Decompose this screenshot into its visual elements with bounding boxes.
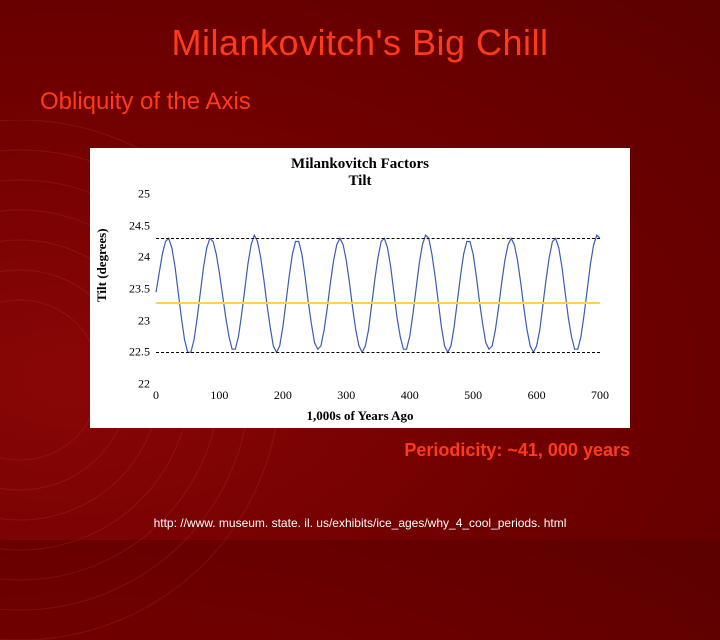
chart-reference-line xyxy=(156,238,600,239)
chart-xtick: 100 xyxy=(210,388,228,403)
chart-title-line2: Tilt xyxy=(348,173,371,189)
chart-title: Milankovitch Factors Tilt xyxy=(90,156,630,189)
slide-title: Milankovitch's Big Chill xyxy=(0,0,720,64)
chart-xtick: 200 xyxy=(274,388,292,403)
source-url: http: //www. museum. state. il. us/exhib… xyxy=(0,516,720,530)
chart-ytick: 24.5 xyxy=(129,218,150,233)
chart-line-series xyxy=(156,194,600,384)
chart-xtick: 300 xyxy=(337,388,355,403)
chart-ytick: 24 xyxy=(138,250,150,265)
chart-ylabel: Tilt (degrees) xyxy=(94,229,110,303)
slide-subtitle: Obliquity of the Axis xyxy=(0,64,720,116)
chart-xlabel: 1,000s of Years Ago xyxy=(90,408,630,424)
chart-ytick: 22 xyxy=(138,377,150,392)
chart-xtick: 500 xyxy=(464,388,482,403)
chart-ytick: 22.5 xyxy=(129,345,150,360)
chart-xtick: 400 xyxy=(401,388,419,403)
chart-reference-line xyxy=(156,352,600,353)
tilt-chart: Milankovitch Factors Tilt Tilt (degrees)… xyxy=(90,148,630,428)
chart-ytick: 23.5 xyxy=(129,282,150,297)
periodicity-label: Periodicity: ~41, 000 years xyxy=(404,440,630,461)
chart-mean-line xyxy=(156,302,600,304)
chart-plot-area: 2222.52323.52424.52501002003004005006007… xyxy=(156,194,600,384)
chart-xtick: 0 xyxy=(153,388,159,403)
chart-xtick: 700 xyxy=(591,388,609,403)
chart-ytick: 23 xyxy=(138,313,150,328)
chart-ytick: 25 xyxy=(138,187,150,202)
chart-xtick: 600 xyxy=(528,388,546,403)
chart-title-line1: Milankovitch Factors xyxy=(291,156,429,172)
